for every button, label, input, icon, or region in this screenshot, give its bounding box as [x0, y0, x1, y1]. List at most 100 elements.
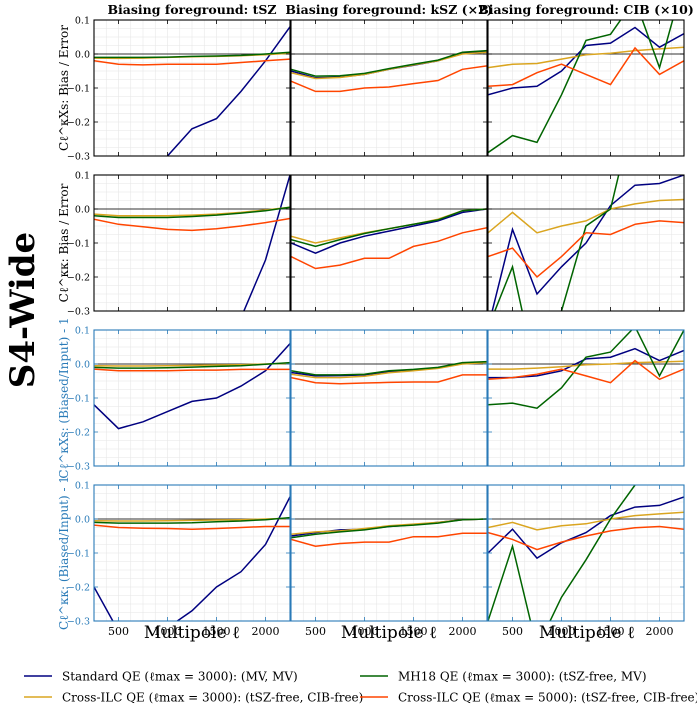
series-line-4	[94, 217, 290, 232]
y-tick-label: −0.1	[67, 394, 90, 405]
series-line-1	[243, 175, 290, 311]
panel-r3-c3	[487, 329, 685, 467]
y-tick-label: −0.2	[67, 428, 90, 439]
x-tick-label: 2000	[449, 625, 477, 638]
series-line-2	[291, 49, 487, 77]
series-line-2	[291, 518, 487, 539]
series-line-3	[94, 517, 290, 522]
series-line-1	[488, 26, 684, 96]
series-line-1	[488, 496, 684, 560]
y-tick-label: 0.0	[75, 205, 90, 216]
legend-item-2: MH18 QE (ℓmax = 3000): (tSZ-free, MV)	[360, 670, 647, 684]
legend-label: Cross-ILC QE (ℓmax = 3000): (tSZ-free, C…	[62, 691, 363, 705]
grid	[290, 329, 488, 467]
column-title-1: Biasing foreground: tSZ	[107, 2, 276, 17]
grid	[93, 174, 291, 312]
grid	[290, 484, 488, 622]
series-line-2	[291, 208, 487, 248]
series-line-1	[94, 496, 290, 621]
row-label-1: Cℓ^κXs: Bias / Error	[57, 25, 71, 151]
y-tick-label: 0.1	[75, 171, 90, 182]
grid	[290, 19, 488, 157]
panel-r3-c2	[290, 329, 488, 467]
x-axis-label-3: Multipole ℓ	[539, 623, 635, 643]
series-line-4	[94, 524, 290, 530]
x-tick-label: 1500	[597, 625, 625, 638]
series-line-4	[488, 525, 684, 551]
grid	[290, 174, 488, 312]
grid	[93, 19, 291, 157]
grid	[93, 484, 291, 622]
panel-r2-c1: 0.1 0.0 −0.1 −0.2 −0.3	[67, 171, 291, 318]
panel-r2-c3	[487, 174, 685, 312]
y-tick-label: 0.1	[75, 326, 90, 337]
series-line-2	[94, 206, 290, 219]
panel-r4-c1: 0.1 0.0 −0.1 −0.2 −0.3 500 1000 1500 2000	[67, 481, 291, 638]
y-tick-label: −0.1	[67, 84, 90, 95]
x-tick-label: 1500	[203, 625, 231, 638]
series-line-1	[166, 26, 290, 156]
x-tick-label: 1000	[351, 625, 379, 638]
y-tick-label: −0.3	[67, 152, 90, 163]
series-line-2	[94, 361, 290, 369]
grid	[487, 329, 685, 467]
x-tick-label: 2000	[646, 625, 674, 638]
panel-r4-c2: 500 1000 1500 2000	[290, 484, 488, 638]
series-line-4	[291, 65, 487, 93]
y-tick-label: 0.1	[75, 481, 90, 492]
series-line-2	[493, 175, 620, 311]
series-line-3	[488, 511, 684, 531]
series-line-1	[94, 343, 290, 430]
y-tick-label: 0.0	[75, 50, 90, 61]
series-line-4	[291, 226, 487, 270]
y-tick-label: −0.1	[67, 239, 90, 250]
x-tick-label: 2000	[252, 625, 280, 638]
series-line-3	[291, 361, 487, 379]
series-line-4	[94, 58, 290, 66]
y-tick-label: −0.3	[67, 307, 90, 318]
x-tick-label: 500	[108, 625, 129, 638]
panel-r1-c3	[487, 19, 685, 157]
y-tick-label: 0.0	[75, 515, 90, 526]
panel-r1-c1: 0.1 0.0 −0.1 −0.2 −0.3	[67, 16, 291, 163]
x-axis-label-1: Multipole ℓ	[144, 623, 240, 643]
panel-r3-c1: 0.1 0.0 −0.1 −0.2 −0.3	[67, 326, 291, 473]
x-tick-label: 500	[305, 625, 326, 638]
column-title-3: Biasing foreground: CIB (×10)	[478, 2, 694, 17]
y-tick-label: −0.2	[67, 273, 90, 284]
y-tick-label: −0.2	[67, 118, 90, 129]
series-line-2	[488, 330, 684, 410]
legend-label: MH18 QE (ℓmax = 3000): (tSZ-free, MV)	[398, 670, 647, 684]
series-line-2	[94, 516, 290, 524]
series-line-2	[488, 20, 674, 154]
x-tick-label: 1500	[400, 625, 428, 638]
series-line-4	[94, 368, 290, 372]
row-label-3: Cℓ^κXs: (Biased/Input) - 1	[57, 317, 71, 478]
legend-item-3: Cross-ILC QE (ℓmax = 3000): (tSZ-free, C…	[24, 691, 363, 705]
series-line-4	[291, 374, 487, 385]
series-line-2	[488, 485, 637, 621]
legend-item-4: Cross-ILC QE (ℓmax = 5000): (tSZ-free, C…	[360, 691, 697, 705]
legend-label: Standard QE (ℓmax = 3000): (MV, MV)	[62, 670, 298, 684]
series-line-4	[488, 220, 684, 279]
series-line-3	[488, 360, 684, 370]
legend: Standard QE (ℓmax = 3000): (MV, MV) MH18 …	[24, 670, 697, 705]
row-label-4: Cℓ^κκ: (Biased/Input) - 1	[57, 476, 71, 630]
column-title-2: Biasing foreground: kSZ (×2)	[285, 2, 492, 17]
y-tick-label: 0.0	[75, 360, 90, 371]
row-label-2: Cℓ^κκ: Bias / Error	[57, 183, 71, 302]
side-label: S4-Wide	[3, 232, 43, 388]
series-line-2	[94, 51, 290, 59]
series-line-3	[488, 198, 684, 234]
x-tick-label: 1000	[548, 625, 576, 638]
y-tick-label: 0.1	[75, 16, 90, 27]
panel-r4-c3: 500 1000 1500 2000	[487, 484, 685, 638]
y-tick-label: −0.3	[67, 462, 90, 473]
series-line-1	[291, 208, 487, 255]
x-tick-label: 1000	[154, 625, 182, 638]
series-line-4	[488, 359, 684, 384]
panel-r1-c2	[290, 19, 488, 157]
y-tick-label: −0.1	[67, 549, 90, 560]
y-tick-label: −0.2	[67, 583, 90, 594]
